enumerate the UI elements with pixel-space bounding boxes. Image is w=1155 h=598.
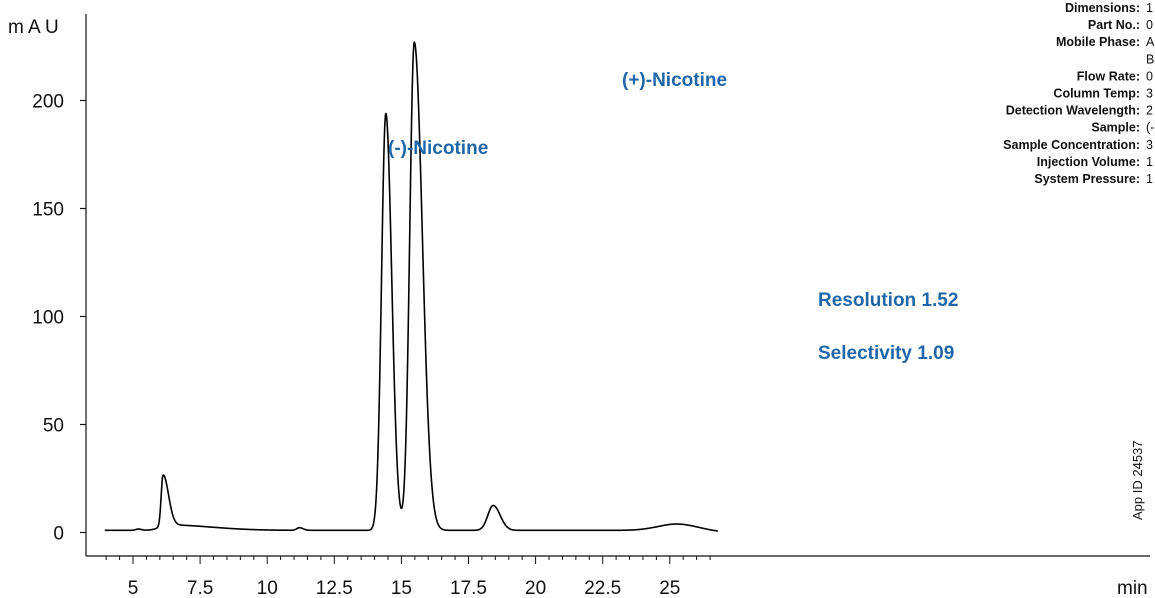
- condition-key: Column Temp:: [1053, 87, 1140, 101]
- resolution-label: Resolution 1.52: [818, 290, 958, 311]
- condition-key: Flow Rate:: [1077, 69, 1140, 83]
- condition-key: Part No.:: [1088, 18, 1140, 32]
- condition-value: A: [1146, 35, 1155, 49]
- condition-value: 1: [1146, 172, 1153, 186]
- y-axis-title: m A U: [8, 17, 59, 38]
- axes: [85, 14, 1150, 557]
- y-ticks: 0 50 100 150 200: [32, 92, 86, 545]
- x-ticks: 5 7.5 10 12.5 15 17.5 20 22.5 25: [105, 556, 711, 598]
- condition-key: Dimensions:: [1065, 1, 1140, 15]
- x-axis-unit: min: [1117, 578, 1148, 598]
- condition-key: Sample Concentration:: [1003, 138, 1140, 152]
- x-tick-label: 20: [525, 578, 546, 598]
- x-tick-label: 15: [391, 578, 412, 598]
- condition-key: Mobile Phase:: [1056, 35, 1140, 49]
- condition-value: 1: [1146, 155, 1153, 169]
- x-tick-label: 22.5: [584, 578, 621, 598]
- selectivity-label: Selectivity 1.09: [818, 343, 954, 364]
- conditions-panel: Dimensions: 1 Part No.: 0 Mobile Phase: AB Flo…: [1003, 1, 1155, 186]
- chromatogram-trace: [104, 41, 719, 532]
- condition-value: 1: [1146, 1, 1153, 15]
- x-tick-label: 10: [257, 578, 278, 598]
- x-tick-label: 12.5: [316, 578, 353, 598]
- y-tick-label: 200: [32, 92, 64, 113]
- x-tick-label: 7.5: [187, 578, 213, 598]
- peak-label-plus-nicotine: (+)-Nicotine: [622, 70, 727, 91]
- x-tick-label: 25: [659, 578, 680, 598]
- y-tick-label: 50: [43, 416, 64, 437]
- peak-label-minus-nicotine: (-)-Nicotine: [388, 138, 488, 159]
- condition-key: System Pressure:: [1034, 172, 1140, 186]
- condition-key: Detection Wavelength:: [1006, 104, 1140, 118]
- x-tick-label: 17.5: [450, 578, 487, 598]
- condition-value: 0: [1146, 69, 1153, 83]
- x-tick-label: 5: [128, 578, 139, 598]
- y-tick-label: 100: [32, 308, 64, 329]
- condition-value: 0: [1146, 18, 1153, 32]
- condition-value: (-: [1146, 121, 1154, 135]
- condition-value: 3: [1146, 87, 1153, 101]
- app-id-label: App ID 24537: [1130, 440, 1145, 520]
- condition-key: Sample:: [1091, 121, 1140, 135]
- condition-value: B: [1146, 52, 1154, 66]
- condition-key: Injection Volume:: [1037, 155, 1140, 169]
- condition-value: 3: [1146, 138, 1153, 152]
- y-tick-label: 150: [32, 200, 64, 221]
- condition-value: 2: [1146, 104, 1153, 118]
- y-tick-label: 0: [53, 524, 64, 545]
